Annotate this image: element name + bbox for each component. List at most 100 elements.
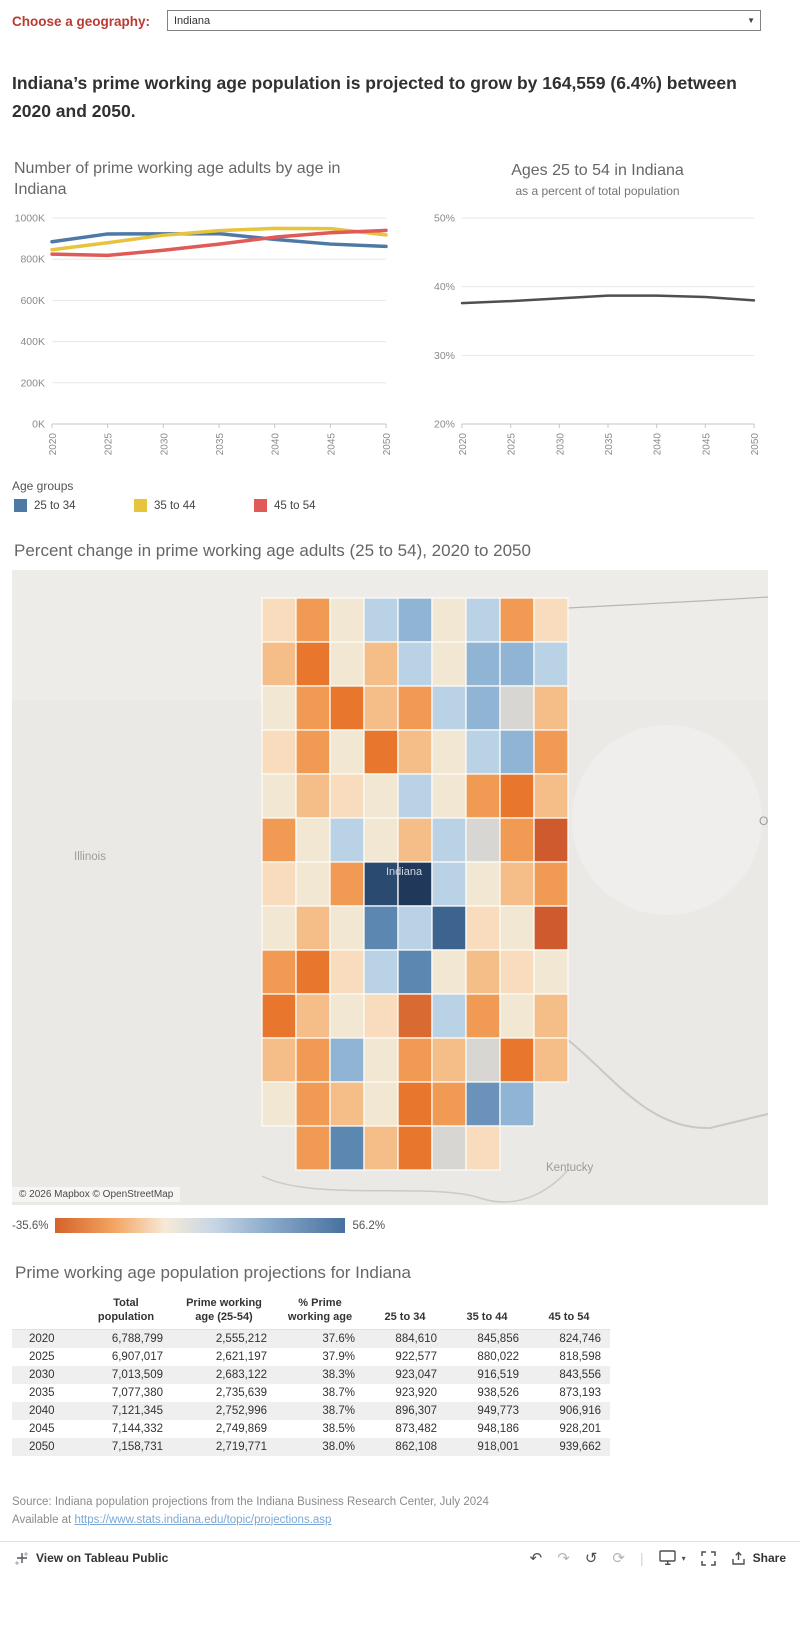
- county[interactable]: [431, 905, 467, 951]
- county[interactable]: [329, 817, 365, 863]
- county[interactable]: [465, 597, 501, 643]
- county[interactable]: [397, 949, 433, 995]
- county[interactable]: [465, 1081, 501, 1127]
- county[interactable]: [295, 1125, 331, 1171]
- county[interactable]: [499, 641, 535, 687]
- county[interactable]: [499, 905, 535, 951]
- percent-line-chart[interactable]: 20% 30% 40% 50% 2020 2025 2030 2035 2040 2045 2050: [428, 206, 763, 468]
- county[interactable]: [431, 641, 467, 687]
- tableau-public-link[interactable]: View on Tableau Public: [14, 1551, 168, 1566]
- series-line-45-to-54[interactable]: [50, 228, 388, 258]
- county[interactable]: [465, 861, 501, 907]
- county[interactable]: [363, 1037, 399, 1083]
- county[interactable]: [295, 949, 331, 995]
- county[interactable]: [295, 993, 331, 1039]
- county[interactable]: [329, 773, 365, 819]
- county[interactable]: [261, 993, 297, 1039]
- county[interactable]: [363, 817, 399, 863]
- county[interactable]: [533, 685, 569, 731]
- county[interactable]: [533, 817, 569, 863]
- county[interactable]: [261, 641, 297, 687]
- county[interactable]: [329, 993, 365, 1039]
- county[interactable]: [295, 817, 331, 863]
- county[interactable]: [329, 905, 365, 951]
- county[interactable]: [295, 905, 331, 951]
- county[interactable]: [295, 685, 331, 731]
- county[interactable]: [363, 685, 399, 731]
- chevron-down-icon[interactable]: ▼: [747, 16, 755, 25]
- age-groups-line-chart[interactable]: 0K 200K 400K 600K 800K 1000K 2020 2025 2030 2035 2…: [6, 206, 398, 468]
- county[interactable]: [329, 861, 365, 907]
- county[interactable]: [431, 861, 467, 907]
- county[interactable]: [261, 1081, 297, 1127]
- county[interactable]: [533, 905, 569, 951]
- county[interactable]: [465, 729, 501, 775]
- county[interactable]: [363, 949, 399, 995]
- geography-dropdown[interactable]: Indiana ▼: [167, 10, 761, 31]
- map-attribution[interactable]: © 2026 Mapbox © OpenStreetMap: [12, 1187, 181, 1202]
- table-row[interactable]: 2030 7,013,509 2,683,122 38.3% 923,047 916,51…: [12, 1365, 610, 1384]
- county[interactable]: [261, 817, 297, 863]
- county[interactable]: [431, 993, 467, 1039]
- county[interactable]: [397, 729, 433, 775]
- county[interactable]: [261, 861, 297, 907]
- county[interactable]: [465, 993, 501, 1039]
- share-button[interactable]: Share: [731, 1551, 786, 1566]
- county[interactable]: [397, 905, 433, 951]
- county[interactable]: [295, 729, 331, 775]
- county[interactable]: [261, 685, 297, 731]
- county[interactable]: [397, 1081, 433, 1127]
- county[interactable]: [533, 773, 569, 819]
- county[interactable]: [261, 1037, 297, 1083]
- series-line--prime-working-age[interactable]: [460, 294, 756, 305]
- county[interactable]: [431, 729, 467, 775]
- legend-item-45-54[interactable]: 45 to 54: [254, 499, 374, 512]
- county[interactable]: [533, 597, 569, 643]
- county[interactable]: [431, 949, 467, 995]
- county[interactable]: [363, 993, 399, 1039]
- county[interactable]: [329, 597, 365, 643]
- county[interactable]: [465, 949, 501, 995]
- map-canvas[interactable]: Illinois Indiana Kentucky O: [12, 570, 768, 1205]
- county[interactable]: [261, 597, 297, 643]
- county[interactable]: [329, 1125, 365, 1171]
- table-row[interactable]: 2050 7,158,731 2,719,771 38.0% 862,108 918,00…: [12, 1437, 610, 1456]
- county[interactable]: [363, 641, 399, 687]
- county[interactable]: [397, 641, 433, 687]
- county[interactable]: [465, 817, 501, 863]
- county[interactable]: [465, 641, 501, 687]
- county[interactable]: [465, 1037, 501, 1083]
- table-row[interactable]: 2040 7,121,345 2,752,996 38.7% 896,307 949,77…: [12, 1401, 610, 1420]
- county[interactable]: [261, 773, 297, 819]
- county[interactable]: [431, 1125, 467, 1171]
- undo-icon[interactable]: ↶: [529, 1549, 543, 1567]
- county[interactable]: [397, 597, 433, 643]
- county[interactable]: [533, 949, 569, 995]
- county[interactable]: [363, 597, 399, 643]
- county[interactable]: [397, 773, 433, 819]
- refresh-icon[interactable]: ⟳: [612, 1549, 625, 1567]
- county[interactable]: [533, 993, 569, 1039]
- replay-icon[interactable]: ↺: [584, 1549, 598, 1567]
- county[interactable]: [465, 685, 501, 731]
- legend-item-35-44[interactable]: 35 to 44: [134, 499, 254, 512]
- county[interactable]: [465, 1125, 501, 1171]
- table-row[interactable]: 2045 7,144,332 2,749,869 38.5% 873,482 948,18…: [12, 1420, 610, 1438]
- county[interactable]: [431, 817, 467, 863]
- county[interactable]: [363, 729, 399, 775]
- county[interactable]: [465, 905, 501, 951]
- county[interactable]: [295, 641, 331, 687]
- county[interactable]: [397, 685, 433, 731]
- county[interactable]: [295, 1037, 331, 1083]
- county[interactable]: [499, 685, 535, 731]
- county[interactable]: [329, 1081, 365, 1127]
- county[interactable]: [499, 1037, 535, 1083]
- county[interactable]: [499, 993, 535, 1039]
- county[interactable]: [397, 817, 433, 863]
- county[interactable]: [533, 641, 569, 687]
- table-row[interactable]: 2020 6,788,799 2,555,212 37.6% 884,610 845,85…: [12, 1329, 610, 1348]
- download-button[interactable]: ▾: [658, 1550, 686, 1566]
- source-link[interactable]: https://www.stats.indiana.edu/topic/proj…: [74, 1513, 332, 1526]
- county[interactable]: [499, 861, 535, 907]
- county[interactable]: [499, 773, 535, 819]
